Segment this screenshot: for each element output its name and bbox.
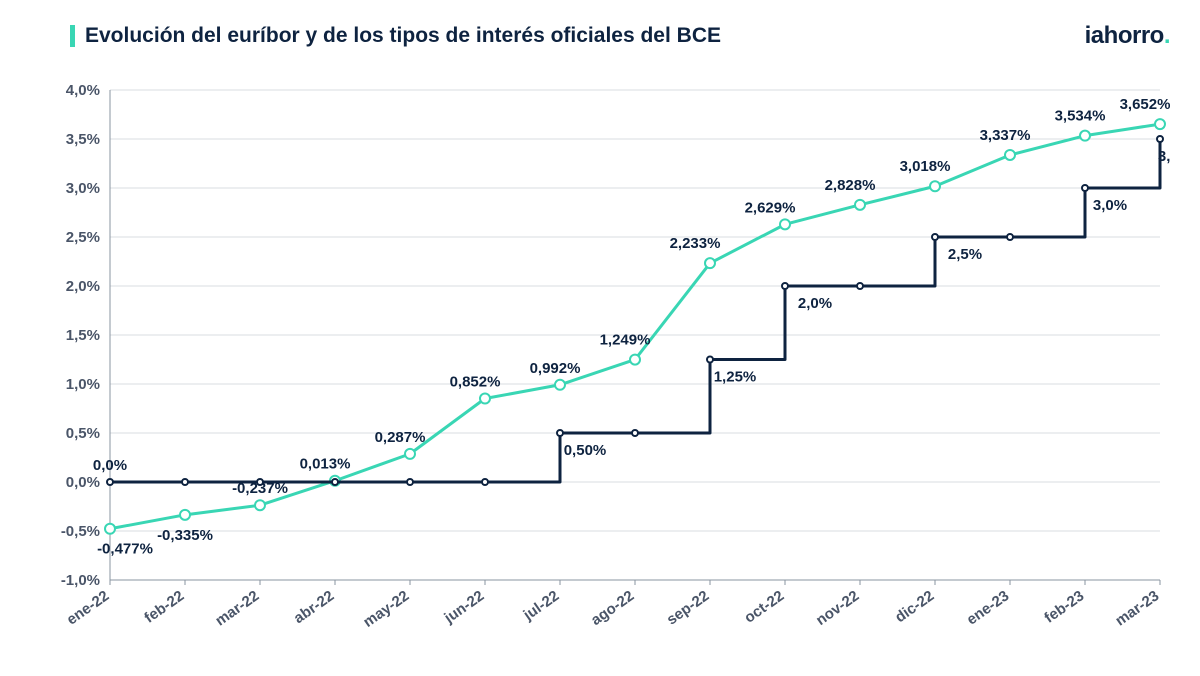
header: Evolución del euríbor y de los tipos de … — [70, 22, 1170, 50]
svg-text:dic-22: dic-22 — [892, 587, 937, 626]
svg-text:3,337%: 3,337% — [980, 127, 1031, 144]
svg-text:0,013%: 0,013% — [300, 456, 351, 473]
svg-text:0,852%: 0,852% — [450, 374, 501, 391]
svg-text:2,828%: 2,828% — [825, 177, 876, 194]
svg-text:1,249%: 1,249% — [600, 332, 651, 349]
svg-text:3,5%: 3,5% — [66, 131, 100, 148]
logo-text: iahorro — [1085, 22, 1164, 49]
svg-text:feb-23: feb-23 — [1041, 587, 1087, 626]
svg-text:feb-22: feb-22 — [141, 587, 187, 626]
svg-text:3,0%: 3,0% — [1093, 197, 1127, 214]
svg-text:3,018%: 3,018% — [900, 158, 951, 175]
svg-text:oct-22: oct-22 — [741, 587, 787, 626]
svg-text:2,629%: 2,629% — [745, 199, 796, 216]
svg-text:-0,335%: -0,335% — [157, 527, 213, 544]
svg-text:ene-22: ene-22 — [64, 587, 113, 628]
logo: iahorro. — [1085, 22, 1170, 50]
page-title: Evolución del euríbor y de los tipos de … — [85, 24, 721, 48]
svg-text:-0,477%: -0,477% — [97, 541, 153, 558]
svg-text:1,0%: 1,0% — [66, 376, 100, 393]
svg-text:4,0%: 4,0% — [66, 82, 100, 99]
title-accent-bar — [70, 25, 75, 47]
svg-text:sep-22: sep-22 — [664, 587, 713, 628]
svg-text:abr-22: abr-22 — [291, 587, 338, 627]
svg-text:jun-22: jun-22 — [441, 587, 488, 627]
svg-text:0,0%: 0,0% — [66, 474, 100, 491]
title-wrap: Evolución del euríbor y de los tipos de … — [70, 24, 721, 48]
svg-text:0,0%: 0,0% — [93, 457, 127, 474]
svg-text:1,5%: 1,5% — [66, 327, 100, 344]
svg-text:-1,0%: -1,0% — [61, 572, 100, 589]
svg-text:0,5%: 0,5% — [66, 425, 100, 442]
svg-text:2,233%: 2,233% — [670, 235, 721, 252]
svg-text:ene-23: ene-23 — [964, 587, 1013, 628]
svg-text:3,0%: 3,0% — [66, 180, 100, 197]
svg-text:ago-22: ago-22 — [588, 587, 637, 629]
svg-text:0,50%: 0,50% — [564, 442, 607, 459]
svg-text:1,25%: 1,25% — [714, 369, 757, 386]
chart-area: -1,0% -0,5% 0,0% 0,5% 1,0% 1,5% 2,0% 2,5% 3,0% 3,… — [40, 70, 1170, 650]
svg-text:jul-22: jul-22 — [520, 587, 563, 624]
svg-text:2,5%: 2,5% — [66, 229, 100, 246]
svg-text:3,534%: 3,534% — [1055, 108, 1106, 125]
svg-text:2,5%: 2,5% — [948, 246, 982, 263]
svg-text:mar-23: mar-23 — [1112, 587, 1162, 629]
svg-text:3,5%: 3,5% — [1158, 148, 1170, 165]
svg-text:2,0%: 2,0% — [798, 295, 832, 312]
svg-text:2,0%: 2,0% — [66, 278, 100, 295]
svg-text:-0,5%: -0,5% — [61, 523, 100, 540]
svg-text:may-22: may-22 — [360, 587, 412, 631]
logo-dot: . — [1164, 22, 1170, 49]
svg-text:3,652%: 3,652% — [1120, 96, 1170, 113]
svg-text:0,287%: 0,287% — [375, 429, 426, 446]
svg-text:mar-22: mar-22 — [212, 587, 262, 629]
svg-text:0,992%: 0,992% — [530, 360, 581, 377]
svg-text:nov-22: nov-22 — [813, 587, 862, 629]
line-chart: -1,0% -0,5% 0,0% 0,5% 1,0% 1,5% 2,0% 2,5% 3,0% 3,… — [40, 70, 1170, 650]
